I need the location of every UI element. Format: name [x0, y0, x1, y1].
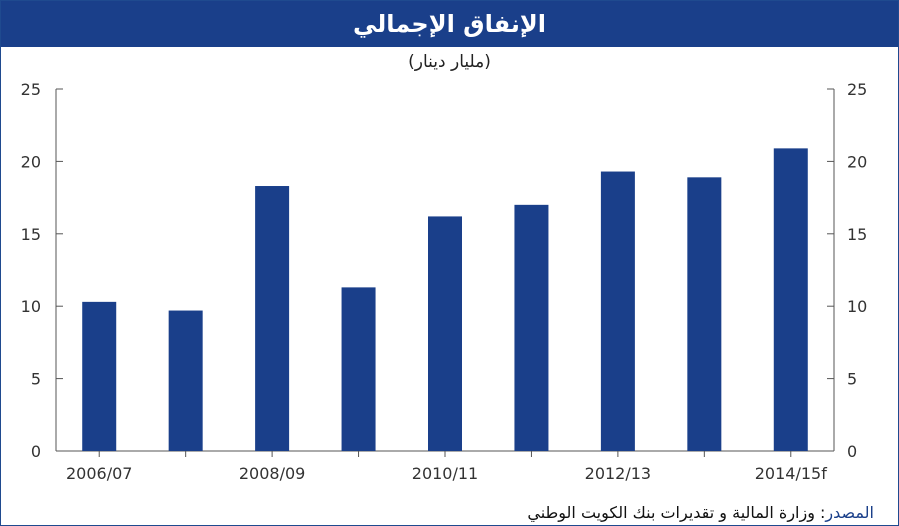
bar: [255, 186, 290, 452]
source-note: المصدر: وزارة المالية و تقديرات بنك الكو…: [527, 501, 874, 525]
bar: [341, 287, 376, 451]
chart-title: الإنفاق الإجمالي: [353, 10, 546, 38]
y-tick-label-right: 15: [847, 225, 867, 244]
y-tick-label-right: 5: [847, 370, 857, 389]
y-tick-label-left: 0: [31, 442, 41, 461]
chart-bars: [82, 148, 808, 452]
bar: [687, 177, 722, 451]
bar: [82, 301, 117, 451]
y-tick-label-right: 10: [847, 297, 867, 316]
chart-subtitle: (مليار دينار): [408, 52, 491, 72]
x-tick-label: 2006/07: [66, 464, 132, 483]
x-tick-label: 2012/13: [585, 464, 651, 483]
title-band: الإنفاق الإجمالي: [1, 1, 898, 47]
y-tick-label-left: 5: [31, 370, 41, 389]
bar: [773, 148, 808, 452]
y-tick-label-left: 25: [21, 80, 41, 99]
bar: [168, 310, 203, 451]
source-text: : وزارة المالية و تقديرات بنك الكويت الو…: [527, 503, 826, 522]
y-tick-label-left: 10: [21, 297, 41, 316]
y-tick-label-left: 20: [21, 152, 41, 171]
source-label: المصدر: [825, 503, 874, 522]
chart-labels: 0 0 5 5 10 10 15 15 20 20 25 25 2006/07 2008/09 2010/1…: [21, 80, 868, 483]
y-tick-label-right: 25: [847, 80, 867, 99]
y-tick-label-left: 15: [21, 225, 41, 244]
bar: [600, 171, 635, 451]
bar: [514, 204, 549, 451]
x-tick-label: 2014/15f: [755, 464, 827, 483]
y-tick-label-right: 0: [847, 442, 857, 461]
bar: [428, 216, 462, 451]
y-tick-label-right: 20: [847, 152, 867, 171]
x-tick-label: 2008/09: [239, 464, 305, 483]
bar-chart: 0 0 5 5 10 10 15 15 20 20 25 25 2006/07 2008/09 2010/1…: [21, 80, 868, 483]
x-tick-label: 2010/11: [412, 464, 478, 483]
